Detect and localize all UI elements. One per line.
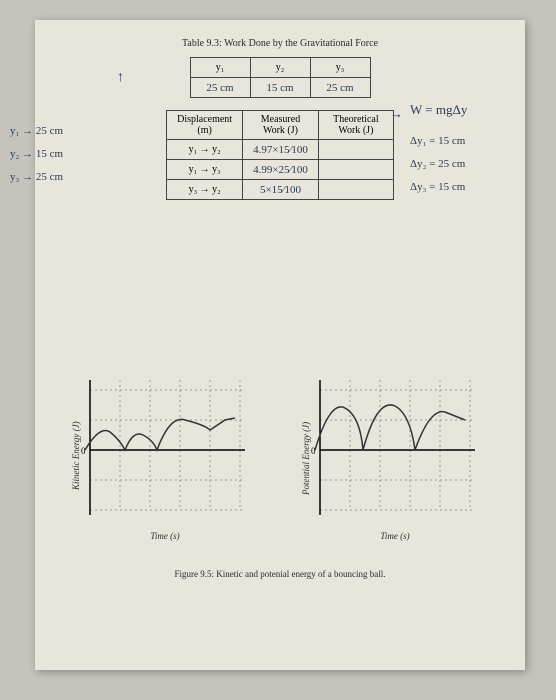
chart-left-svg: 0 (75, 370, 255, 520)
tbl2-r3-theo (318, 180, 393, 200)
chart-left-grid (90, 380, 245, 510)
tbl1-cell-y3: 25 cm (310, 78, 370, 98)
tbl1-cell-y2: 15 cm (250, 78, 310, 98)
tbl1-header-y3: y₃ (310, 58, 370, 78)
chart-left-xlabel: Time (s) (75, 531, 255, 541)
hw-y3-value: 25 cm (326, 82, 353, 94)
table-y-values: y₁ y₂ y₃ 25 cm 15 cm 25 cm (190, 57, 371, 98)
chart-right-xlabel: Time (s) (305, 531, 485, 541)
tbl1-header-y2: y₂ (250, 58, 310, 78)
chart-right-curve (315, 405, 465, 450)
hw-left-1: y₁ → 25 cm (10, 125, 63, 137)
hw-y2-value: 15 cm (266, 82, 293, 94)
chart-right-grid (320, 380, 475, 510)
tbl1-header-y1: y₁ (190, 58, 250, 78)
tbl2-r1-theo (318, 140, 393, 160)
hw-up-arrow: ↑ (117, 70, 124, 86)
hw-r3-meas: 5×15⁄100 (260, 184, 301, 196)
chart-right-zero: 0 (311, 446, 316, 456)
table-work: Displacement (m) Measured Work (J) Theor… (166, 110, 394, 200)
chart-left-curve (85, 418, 235, 450)
chart-left-zero: 0 (81, 446, 86, 456)
hw-right-3: Δy₃ = 15 cm (410, 181, 465, 193)
tbl2-r2-disp: y₁ → y₃ (167, 160, 243, 180)
worksheet-page: Table 9.3: Work Done by the Gravitationa… (35, 20, 525, 670)
table-row: y₃ → y₂ 5×15⁄100 (167, 180, 394, 200)
table-title: Table 9.3: Work Done by the Gravitationa… (65, 38, 495, 49)
tbl2-head-measured: Measured Work (J) (243, 111, 319, 140)
hw-r1-meas: 4.97×15⁄100 (253, 144, 308, 156)
tbl2-head-theoretical: Theoretical Work (J) (318, 111, 393, 140)
chart-right-svg: 0 (305, 370, 485, 520)
tbl2-r1-disp: y₁ → y₂ (167, 140, 243, 160)
hw-right-1: Δy₁ = 15 cm (410, 135, 465, 147)
figure-caption: Figure 9.5: Kinetic and potenial energy … (65, 569, 495, 579)
table-row: y₁ → y₃ 4.99×25⁄100 (167, 160, 394, 180)
hw-left-3: y₃ → 25 cm (10, 171, 63, 183)
chart-potential: Potential Energy (J) 0 Time (s) (305, 370, 485, 541)
tbl1-cell-y1: 25 cm (190, 78, 250, 98)
tbl2-r3-disp: y₃ → y₂ (167, 180, 243, 200)
hw-r2-meas: 4.99×25⁄100 (253, 164, 308, 176)
tbl2-head-disp: Displacement (m) (167, 111, 243, 140)
hw-left-2: y₂ → 15 cm (10, 148, 63, 160)
hw-formula: W = mgΔy (410, 102, 467, 118)
chart-left-ylabel: Kiinetic Energy (J) (71, 421, 81, 490)
chart-right-ylabel: Potential Energy (J) (301, 422, 311, 495)
table-row: y₁ → y₂ 4.97×15⁄100 (167, 140, 394, 160)
tbl2-r2-theo (318, 160, 393, 180)
hw-right-arrow: → (390, 106, 403, 122)
charts-row: Kiinetic Energy (J) 0 Time (s) Potential… (65, 370, 495, 541)
chart-kinetic: Kiinetic Energy (J) 0 Time (s) (75, 370, 255, 541)
hw-right-2: Δy₂ = 25 cm (410, 158, 465, 170)
hw-y1-value: 25 cm (206, 82, 233, 94)
